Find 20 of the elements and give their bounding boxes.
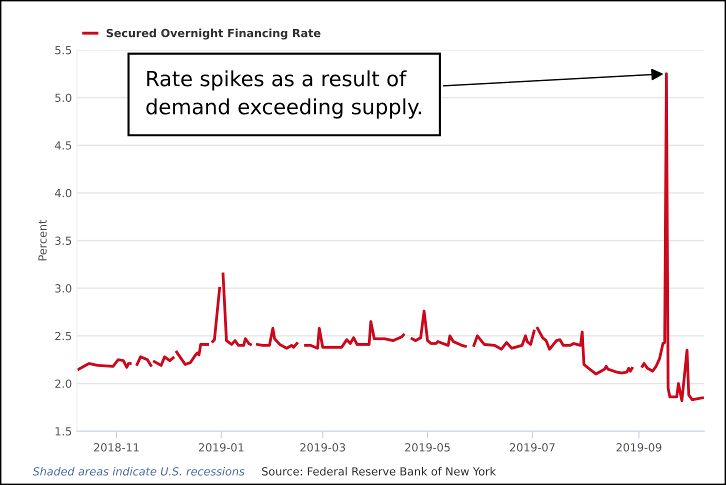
y-tick-label: 5.0 — [55, 94, 72, 102]
source-note: Source: Federal Reserve Bank of New York — [262, 466, 496, 476]
y-tick-label: 4.5 — [54, 141, 72, 150]
x-tick-label: 2019-09 — [616, 443, 662, 452]
x-tick-label: 2019-07 — [510, 443, 555, 452]
text: Shaded areas indicate U.S. recessions — [32, 466, 244, 476]
x-tick-label: 2019-01 — [198, 443, 244, 452]
y-tick-label: 5.5 — [55, 46, 72, 54]
y-tick-label: 2.5 — [55, 332, 72, 340]
x-tick-label: 2018-11 — [94, 443, 139, 452]
y-axis-title: Percent — [38, 220, 47, 260]
y-tick-label: 3.0 — [55, 284, 72, 293]
x-tick-label: 2019-03 — [300, 443, 346, 452]
legend-label: Secured Overnight Financing Rate — [106, 28, 320, 40]
y-tick-label: 2.0 — [55, 379, 72, 388]
annotation: Rate spikes as a result of demand exceeding supply. — [146, 70, 421, 119]
x-tick-label: 2019-05 — [405, 443, 450, 452]
y-tick-label: 3.5 — [55, 236, 72, 245]
y-tick-label: 4.0 — [54, 188, 72, 198]
y-tick-label: 1.5 — [56, 427, 72, 436]
